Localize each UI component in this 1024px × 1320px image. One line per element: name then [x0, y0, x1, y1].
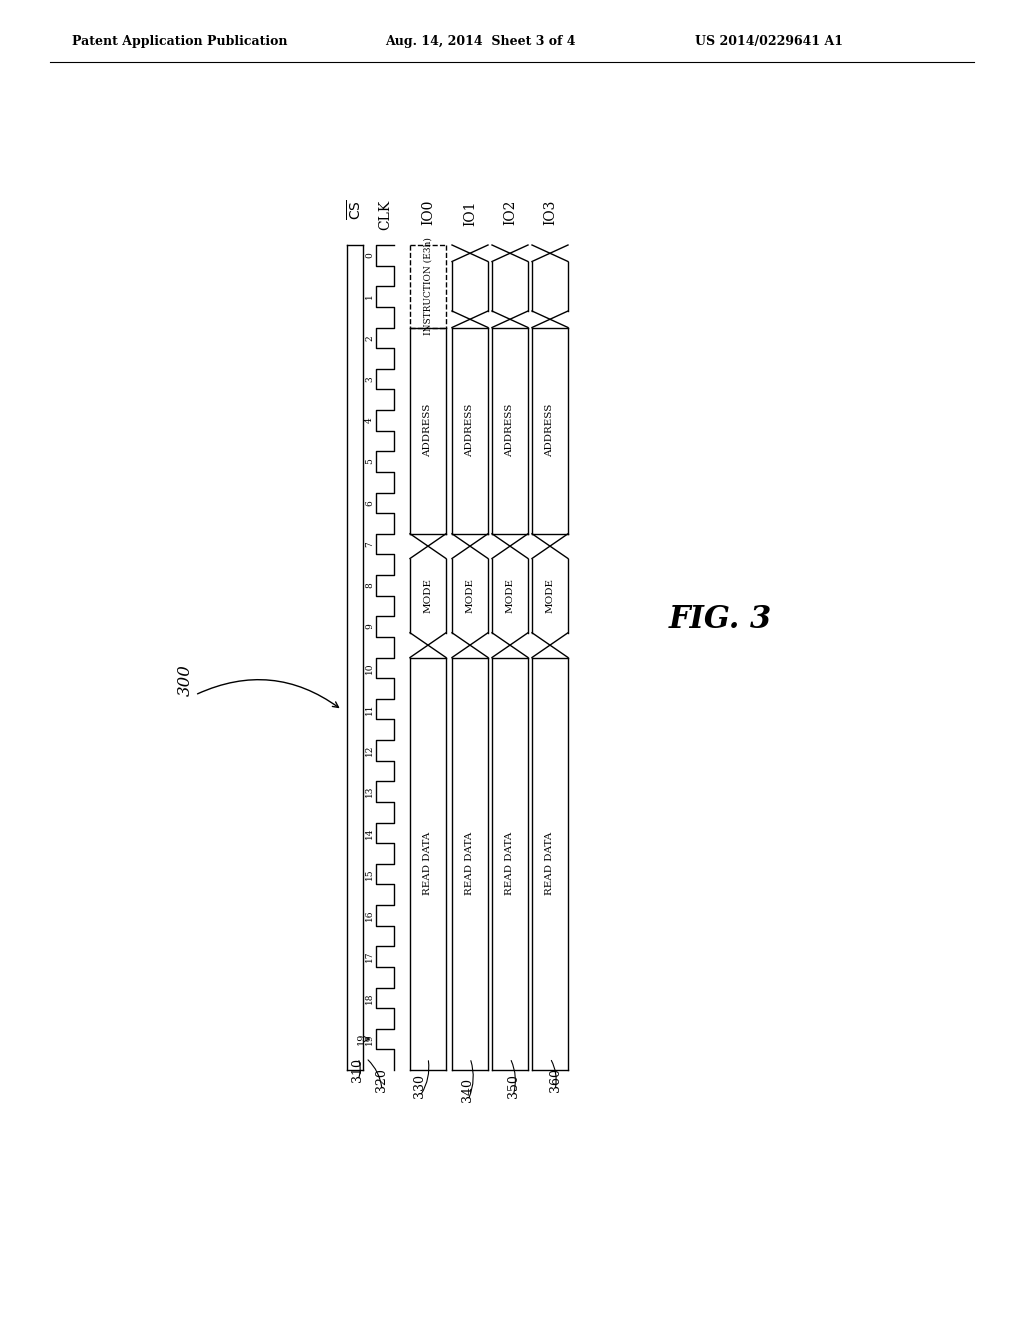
Text: MODE: MODE — [466, 578, 474, 612]
Text: 3: 3 — [365, 376, 374, 381]
Text: 18: 18 — [365, 993, 374, 1003]
Text: 5: 5 — [365, 458, 374, 465]
Text: 0: 0 — [365, 252, 374, 259]
Text: 310: 310 — [351, 1059, 365, 1082]
Text: 12: 12 — [365, 744, 374, 756]
Text: 350: 350 — [507, 1074, 519, 1098]
Text: INSTRUCTION (E3h): INSTRUCTION (E3h) — [424, 238, 432, 335]
Text: 330: 330 — [414, 1074, 427, 1098]
Text: 1: 1 — [365, 293, 374, 300]
Text: 11: 11 — [365, 704, 374, 715]
Text: 10: 10 — [365, 663, 374, 673]
Text: 300: 300 — [176, 664, 194, 696]
Text: 4: 4 — [365, 417, 374, 424]
Text: 6: 6 — [365, 500, 374, 506]
Text: READ DATA: READ DATA — [546, 832, 555, 895]
Text: 9: 9 — [365, 623, 374, 630]
Text: READ DATA: READ DATA — [506, 832, 514, 895]
Text: ADDRESS: ADDRESS — [424, 404, 432, 457]
Text: READ DATA: READ DATA — [466, 832, 474, 895]
Text: US 2014/0229641 A1: US 2014/0229641 A1 — [695, 36, 843, 48]
Text: 14: 14 — [365, 828, 374, 838]
Text: Aug. 14, 2014  Sheet 3 of 4: Aug. 14, 2014 Sheet 3 of 4 — [385, 36, 575, 48]
Text: IO0: IO0 — [421, 201, 435, 226]
Text: MODE: MODE — [424, 578, 432, 612]
Text: ADDRESS: ADDRESS — [466, 404, 474, 457]
Text: 13: 13 — [365, 785, 374, 797]
Text: 2: 2 — [365, 335, 374, 341]
Text: 320: 320 — [376, 1068, 388, 1092]
Text: 360: 360 — [549, 1068, 561, 1092]
Text: 19: 19 — [356, 1032, 366, 1045]
Text: FIG. 3: FIG. 3 — [669, 605, 772, 635]
Text: $\overline{\mathrm{CS}}$: $\overline{\mathrm{CS}}$ — [346, 201, 365, 220]
Text: ADDRESS: ADDRESS — [546, 404, 555, 457]
Text: IO1: IO1 — [463, 201, 477, 226]
Text: 15: 15 — [365, 869, 374, 880]
Text: 8: 8 — [365, 582, 374, 589]
Text: IO3: IO3 — [543, 201, 557, 226]
Text: IO2: IO2 — [503, 201, 517, 226]
Text: Patent Application Publication: Patent Application Publication — [72, 36, 288, 48]
Text: 340: 340 — [462, 1078, 474, 1102]
Text: ADDRESS: ADDRESS — [506, 404, 514, 457]
Text: MODE: MODE — [546, 578, 555, 612]
Text: 7: 7 — [365, 541, 374, 546]
Text: CLK: CLK — [378, 201, 392, 230]
Text: MODE: MODE — [506, 578, 514, 612]
Text: 16: 16 — [365, 909, 374, 921]
Text: READ DATA: READ DATA — [424, 832, 432, 895]
Text: 19: 19 — [365, 1034, 374, 1045]
Text: 17: 17 — [365, 950, 374, 962]
